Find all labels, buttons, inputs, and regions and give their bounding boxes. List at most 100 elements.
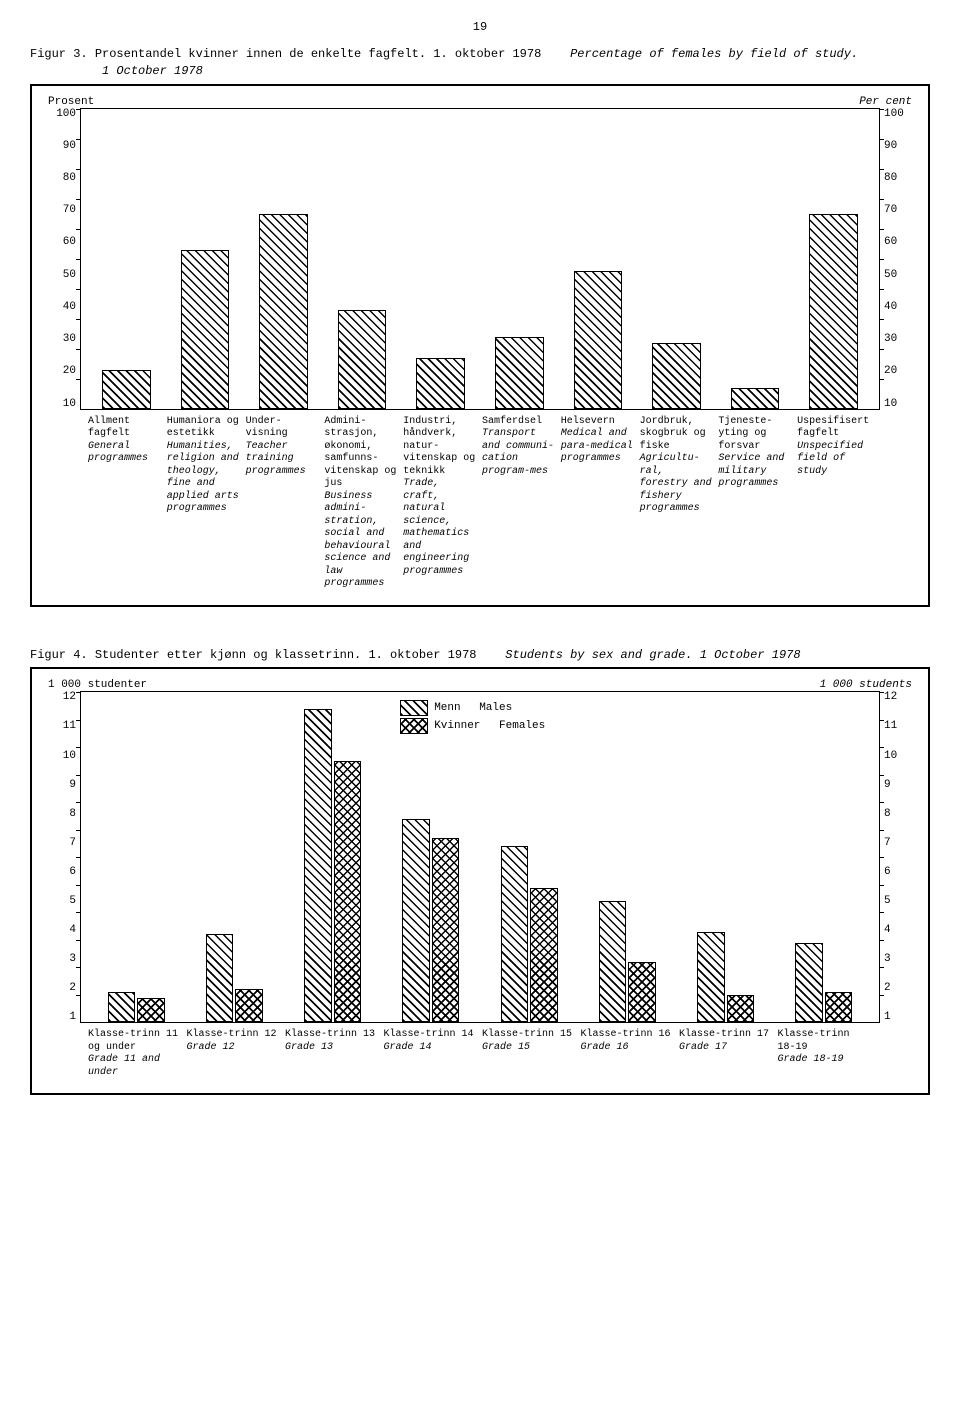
figure4-yaxis-right: 121110987654321 <box>884 691 912 1023</box>
bar-females <box>727 995 755 1023</box>
bar-females <box>235 989 263 1022</box>
ytick-label: 90 <box>48 140 76 152</box>
ytick-label: 80 <box>884 172 912 184</box>
bar <box>181 250 230 409</box>
bar-slot <box>401 109 480 409</box>
figure3-subtitle-en: 1 October 1978 <box>102 64 203 78</box>
bar-females <box>334 761 362 1022</box>
figure4-yaxis-left: 121110987654321 <box>48 691 76 1023</box>
bar-slot <box>323 109 402 409</box>
xaxis-label-en: Humanities, religion and theology, fine … <box>167 441 242 516</box>
xaxis-label: Allment fagfeltGeneral programmes <box>86 416 165 591</box>
xaxis-label-en: Business admini-stration, social and beh… <box>324 491 399 591</box>
figure3-title: Figur 3. Prosentandel kvinner innen de e… <box>30 46 930 80</box>
xaxis-label: Under-visningTeacher training programmes <box>244 416 323 591</box>
figure3-yaxis-left: 100908070605040302010 <box>48 108 76 410</box>
xaxis-label-en: Service and military programmes <box>718 453 793 491</box>
bar-females <box>628 962 656 1023</box>
figure3-yaxis-right-label: Per cent <box>859 96 912 108</box>
ytick-label: 8 <box>48 808 76 820</box>
bar-group <box>87 692 185 1022</box>
ytick-label: 1 <box>48 1011 76 1023</box>
ytick-label: 3 <box>48 953 76 965</box>
figure4-xaxis-labels: Klasse-trinn 11 og underGrade 11 and und… <box>80 1029 880 1079</box>
xaxis-label-nb: Klasse-trinn 12 <box>187 1029 282 1042</box>
ytick-label: 10 <box>48 750 76 762</box>
xaxis-label: Klasse-trinn 17Grade 17 <box>677 1029 776 1079</box>
bar-males <box>206 934 234 1022</box>
figure3-title-prefix: Figur 3. <box>30 47 88 61</box>
ytick-label: 4 <box>48 924 76 936</box>
bar-females <box>137 998 165 1023</box>
ytick-label: 2 <box>884 982 912 994</box>
ytick-label: 20 <box>884 365 912 377</box>
bar-males <box>599 901 627 1022</box>
xaxis-label-nb: Klasse-trinn 17 <box>679 1029 774 1042</box>
ytick-label: 6 <box>48 866 76 878</box>
xaxis-label-nb: Admini-strasjon, økonomi, samfunns-viten… <box>324 416 399 491</box>
ytick-label: 11 <box>48 720 76 732</box>
xaxis-label-en: Teacher training programmes <box>246 441 321 479</box>
bar-slot <box>716 109 795 409</box>
xaxis-label: Klasse-trinn 18-19Grade 18-19 <box>776 1029 875 1079</box>
xaxis-label-nb: Helsevern <box>561 416 636 429</box>
xaxis-label: Jordbruk, skogbruk og fiskeAgricultu-ral… <box>638 416 717 591</box>
figure3-title-main: Prosentandel kvinner innen de enkelte fa… <box>95 47 541 61</box>
bar <box>652 343 701 409</box>
xaxis-label: HelsevernMedical and para-medical progra… <box>559 416 638 591</box>
xaxis-label-en: Unspecified field of study <box>797 441 872 479</box>
bar-slot <box>166 109 245 409</box>
xaxis-label-nb: Tjeneste-yting og forsvar <box>718 416 793 454</box>
xaxis-label: Tjeneste-yting og forsvarService and mil… <box>716 416 795 591</box>
xaxis-label-nb: Humaniora og estetikk <box>167 416 242 441</box>
ytick-label: 6 <box>884 866 912 878</box>
bar <box>259 214 308 409</box>
ytick-label: 3 <box>884 953 912 965</box>
xaxis-label-en: Grade 16 <box>581 1042 676 1055</box>
figure4-title-main: Studenter etter kjønn og klassetrinn. 1.… <box>95 648 477 662</box>
bar <box>102 370 151 409</box>
xaxis-label-nb: Klasse-trinn 11 og under <box>88 1029 183 1054</box>
ytick-label: 30 <box>48 333 76 345</box>
ytick-label: 11 <box>884 720 912 732</box>
ytick-label: 30 <box>884 333 912 345</box>
xaxis-label-en: Grade 14 <box>384 1042 479 1055</box>
ytick-label: 40 <box>884 301 912 313</box>
bar-slot <box>637 109 716 409</box>
xaxis-label-nb: Klasse-trinn 16 <box>581 1029 676 1042</box>
bar-slot <box>794 109 873 409</box>
ytick-label: 50 <box>48 269 76 281</box>
bar-group <box>775 692 873 1022</box>
figure4-title-prefix: Figur 4. <box>30 648 88 662</box>
xaxis-label-en: Grade 13 <box>285 1042 380 1055</box>
figure4-yaxis-right-label: 1 000 students <box>820 679 912 691</box>
ytick-label: 7 <box>48 837 76 849</box>
xaxis-label-en: General programmes <box>88 441 163 466</box>
figure4-plot-area: Menn Males Kvinner Females <box>80 691 880 1023</box>
ytick-label: 12 <box>884 691 912 703</box>
xaxis-label-en: Grade 15 <box>482 1042 577 1055</box>
xaxis-label-en: Grade 17 <box>679 1042 774 1055</box>
bar-males <box>501 846 529 1022</box>
ytick-label: 40 <box>48 301 76 313</box>
xaxis-label-nb: Industri, håndverk, natur-vitenskap og t… <box>403 416 478 479</box>
xaxis-label-en: Agricultu-ral, forestry and fishery prog… <box>640 453 715 516</box>
xaxis-label: Klasse-trinn 13Grade 13 <box>283 1029 382 1079</box>
bar <box>731 388 780 409</box>
xaxis-label: Admini-strasjon, økonomi, samfunns-viten… <box>322 416 401 591</box>
xaxis-label-en: Grade 11 and under <box>88 1054 183 1079</box>
xaxis-label-en: Grade 18-19 <box>778 1054 873 1067</box>
xaxis-label: Klasse-trinn 14Grade 14 <box>382 1029 481 1079</box>
ytick-label: 60 <box>884 236 912 248</box>
bar-group <box>578 692 676 1022</box>
bar-group <box>284 692 382 1022</box>
bar <box>338 310 387 409</box>
xaxis-label: Klasse-trinn 12Grade 12 <box>185 1029 284 1079</box>
xaxis-label: Klasse-trinn 15Grade 15 <box>480 1029 579 1079</box>
ytick-label: 70 <box>884 204 912 216</box>
bar-group <box>480 692 578 1022</box>
ytick-label: 9 <box>884 779 912 791</box>
bar-males <box>795 943 823 1023</box>
bar-slot <box>87 109 166 409</box>
xaxis-label: Industri, håndverk, natur-vitenskap og t… <box>401 416 480 591</box>
